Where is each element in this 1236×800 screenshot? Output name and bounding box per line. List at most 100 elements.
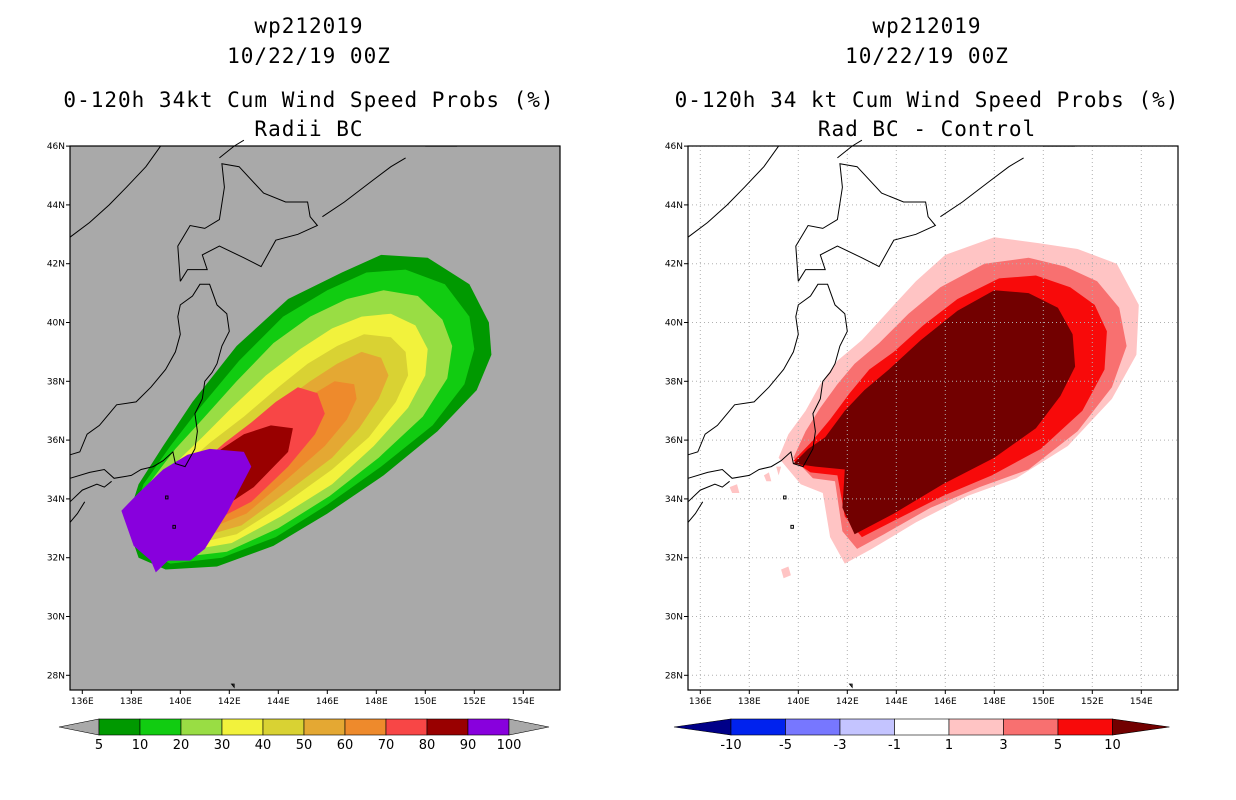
x-tick-label: 144E <box>885 697 908 707</box>
colorbar-label: 10 <box>132 738 149 753</box>
colorbar-box <box>839 718 895 736</box>
colorbar-label: 5 <box>1054 738 1062 753</box>
island-outline <box>848 683 853 689</box>
colorbar-label: 80 <box>419 738 436 753</box>
colorbar-box <box>385 718 428 736</box>
colorbar-label: 5 <box>95 738 103 753</box>
colorbar-box <box>894 718 950 736</box>
x-tick-label: 142E <box>836 697 859 707</box>
colorbar-arrow-right <box>508 718 550 736</box>
x-tick-label: 146E <box>316 697 339 707</box>
colorbar-label: 40 <box>255 738 272 753</box>
storm-id: wp212019 <box>254 14 364 38</box>
colorbar-box <box>139 718 182 736</box>
y-tick-label: 40N <box>47 319 65 329</box>
prob-contour-90 <box>121 448 252 573</box>
colorbar-label: 70 <box>378 738 395 753</box>
prob-contour-fragment <box>729 484 740 493</box>
datetime: 10/22/19 00Z <box>845 44 1009 68</box>
x-tick-label: 146E <box>934 697 957 707</box>
colorbar-label: 50 <box>296 738 313 753</box>
colorbar-label: 30 <box>214 738 231 753</box>
colorbar-box <box>426 718 469 736</box>
colorbar-box <box>467 718 510 736</box>
left-panel: wp212019 10/22/19 00Z 0-120h 34kt Cum Wi… <box>47 14 561 753</box>
colorbar-label: -5 <box>779 738 792 753</box>
y-tick-label: 42N <box>665 260 683 270</box>
x-tick-label: 142E <box>218 697 241 707</box>
x-tick-label: 140E <box>787 697 810 707</box>
coastline <box>177 163 319 282</box>
y-tick-label: 46N <box>47 142 65 152</box>
chart-title: 0-120h 34 kt Cum Wind Speed Probs (%) <box>674 88 1180 112</box>
colorbar-box <box>948 718 1004 736</box>
colorbar-box <box>262 718 305 736</box>
island-outline <box>783 495 787 500</box>
prob-contour-10 <box>793 290 1076 535</box>
island-outline <box>790 524 794 529</box>
wind-prob-map-left: 136E 138E 140E 142E 144E 146E 148E 150E 152E 154E… <box>47 139 561 753</box>
colorbar-box <box>303 718 346 736</box>
colorbar-arrow-left <box>673 718 732 736</box>
x-tick-label: 136E <box>689 697 712 707</box>
colorbar-arrow-right <box>1112 718 1170 736</box>
chart-title: 0-120h 34kt Cum Wind Speed Probs (%) <box>63 88 555 112</box>
colorbar-label: 1 <box>945 738 953 753</box>
island-outline <box>172 524 176 529</box>
map-frame <box>69 145 561 691</box>
y-tick-label: 32N <box>665 554 683 564</box>
coastline <box>69 501 86 523</box>
colorbar-label: 90 <box>460 738 477 753</box>
y-tick-label: 44N <box>665 201 683 211</box>
x-tick-label: 152E <box>463 697 486 707</box>
colorbar-label: 20 <box>173 738 190 753</box>
colorbar-label: 100 <box>497 738 522 753</box>
coastline <box>687 480 730 503</box>
y-tick-label: 36N <box>47 436 65 446</box>
coastline <box>687 501 704 523</box>
x-tick-label: 152E <box>1081 697 1104 707</box>
y-tick-label: 38N <box>665 377 683 387</box>
storm-id: wp212019 <box>872 14 982 38</box>
coastline <box>940 157 1024 218</box>
coastline <box>687 145 780 238</box>
y-tick-label: 36N <box>665 436 683 446</box>
prob-contour-fragment <box>763 472 772 482</box>
colorbar-box <box>785 718 841 736</box>
prob-contour-fragment <box>781 566 791 579</box>
colorbar-box <box>1003 718 1059 736</box>
coastline <box>322 157 406 218</box>
coastline <box>69 145 162 238</box>
coastline <box>69 480 112 503</box>
wind-prob-map-right: 136E 138E 140E 142E 144E 146E 148E 150E 152E 154E… <box>665 139 1179 753</box>
y-tick-label: 28N <box>47 671 65 681</box>
datetime: 10/22/19 00Z <box>227 44 391 68</box>
y-tick-label: 38N <box>47 377 65 387</box>
colorbar-box <box>1057 718 1113 736</box>
prob-contour-fragment <box>776 466 782 476</box>
colorbar-label: -10 <box>720 738 741 753</box>
coastline <box>69 283 230 479</box>
colorbar-label: -3 <box>834 738 847 753</box>
colorbar-box <box>98 718 141 736</box>
colorbar-box <box>344 718 387 736</box>
y-tick-label: 34N <box>47 495 65 505</box>
x-tick-label: 148E <box>365 697 388 707</box>
coastline <box>795 163 937 282</box>
coastline <box>687 283 848 479</box>
colorbar-label: 60 <box>337 738 354 753</box>
y-tick-label: 28N <box>665 671 683 681</box>
chart-subtitle: Rad BC - Control <box>817 117 1037 141</box>
x-tick-label: 138E <box>738 697 761 707</box>
colorbar-box <box>221 718 264 736</box>
x-tick-label: 138E <box>120 697 143 707</box>
right-panel: wp212019 10/22/19 00Z 0-120h 34 kt Cum W… <box>618 0 1236 800</box>
x-tick-label: 154E <box>1130 697 1153 707</box>
colorbar-arrow-left <box>58 718 100 736</box>
y-tick-label: 44N <box>47 201 65 211</box>
y-tick-label: 34N <box>665 495 683 505</box>
y-tick-label: 40N <box>665 319 683 329</box>
colorbar-label: -1 <box>888 738 901 753</box>
chart-subtitle: Radii BC <box>254 117 364 141</box>
y-tick-label: 46N <box>665 142 683 152</box>
